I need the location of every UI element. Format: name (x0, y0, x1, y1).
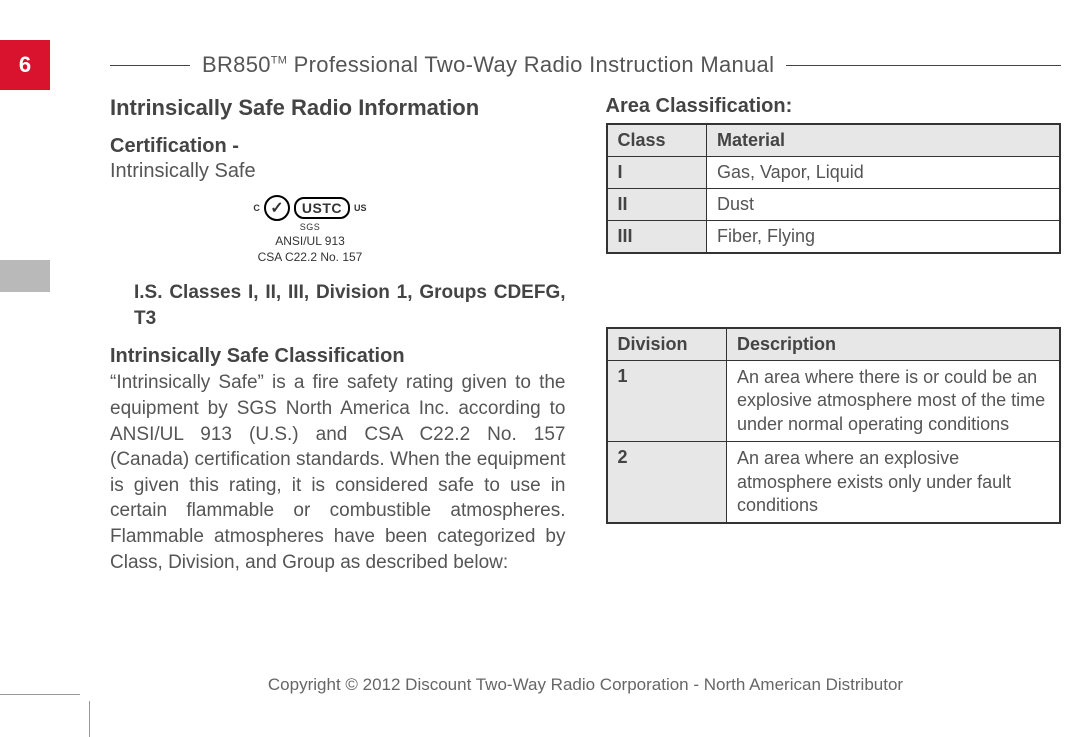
rule-right (786, 65, 1061, 66)
division-cell: 1 (607, 361, 727, 442)
classification-paragraph: “Intrinsically Safe” is a fire safety ra… (110, 370, 566, 575)
table-row: II Dust (607, 189, 1061, 221)
page: 6 BR850TM Professional Two-Way Radio Ins… (0, 0, 1091, 737)
description-col-header: Description (727, 328, 1061, 361)
side-grey-bar (0, 260, 50, 292)
cert-side-us: US (354, 203, 367, 213)
crop-mark-vertical (89, 701, 90, 737)
trademark: TM (271, 55, 287, 67)
table-row: Division Description (607, 328, 1061, 361)
crop-mark-horizontal (0, 694, 80, 695)
table-row: I Gas, Vapor, Liquid (607, 157, 1061, 189)
footer-copyright: Copyright © 2012 Discount Two-Way Radio … (110, 675, 1061, 695)
classification-heading: Intrinsically Safe Classification (110, 345, 566, 368)
checkmark-icon: ✓ (264, 195, 290, 221)
cert-standard-1: ANSI/UL 913 (220, 234, 400, 248)
class-col-header: Class (607, 124, 707, 157)
class-table: Class Material I Gas, Vapor, Liquid II D… (606, 123, 1062, 254)
certification-heading: Certification - (110, 135, 566, 158)
division-cell: 2 (607, 442, 727, 524)
ustc-mark: USTC (294, 197, 350, 219)
page-header: BR850TM Professional Two-Way Radio Instr… (110, 52, 1061, 78)
header-rest: Professional Two-Way Radio Instruction M… (287, 52, 774, 77)
certification-logo: C ✓ USTC US (253, 195, 366, 221)
right-column: Area Classification: Class Material I Ga… (606, 95, 1062, 657)
page-number-tab: 6 (0, 40, 50, 90)
section-title: Intrinsically Safe Radio Information (110, 95, 566, 121)
material-col-header: Material (707, 124, 1061, 157)
material-cell: Dust (707, 189, 1061, 221)
rating-line: I.S. Classes I, II, III, Division 1, Gro… (134, 280, 566, 331)
class-cell: I (607, 157, 707, 189)
table-row: 2 An area where an explosive atmosphere … (607, 442, 1061, 524)
cert-side-c: C (253, 203, 260, 213)
certification-badge: C ✓ USTC US SGS ANSI/UL 913 CSA C22.2 No… (220, 195, 400, 264)
content-columns: Intrinsically Safe Radio Information Cer… (110, 95, 1061, 657)
material-cell: Fiber, Flying (707, 221, 1061, 254)
spacer (606, 254, 1062, 322)
division-col-header: Division (607, 328, 727, 361)
description-cell: An area where an explosive atmosphere ex… (727, 442, 1061, 524)
table-row: III Fiber, Flying (607, 221, 1061, 254)
cert-standard-2: CSA C22.2 No. 157 (220, 250, 400, 264)
header-title: BR850TM Professional Two-Way Radio Instr… (202, 52, 774, 78)
class-cell: III (607, 221, 707, 254)
rule-left (110, 65, 190, 66)
description-cell: An area where there is or could be an ex… (727, 361, 1061, 442)
class-cell: II (607, 189, 707, 221)
material-cell: Gas, Vapor, Liquid (707, 157, 1061, 189)
division-table: Division Description 1 An area where the… (606, 327, 1062, 524)
table-row: 1 An area where there is or could be an … (607, 361, 1061, 442)
table-row: Class Material (607, 124, 1061, 157)
area-classification-heading: Area Classification: (606, 95, 1062, 118)
header-model: BR850 (202, 52, 271, 77)
certification-sub: Intrinsically Safe (110, 160, 566, 183)
left-column: Intrinsically Safe Radio Information Cer… (110, 95, 566, 657)
cert-sgs: SGS (220, 222, 400, 232)
